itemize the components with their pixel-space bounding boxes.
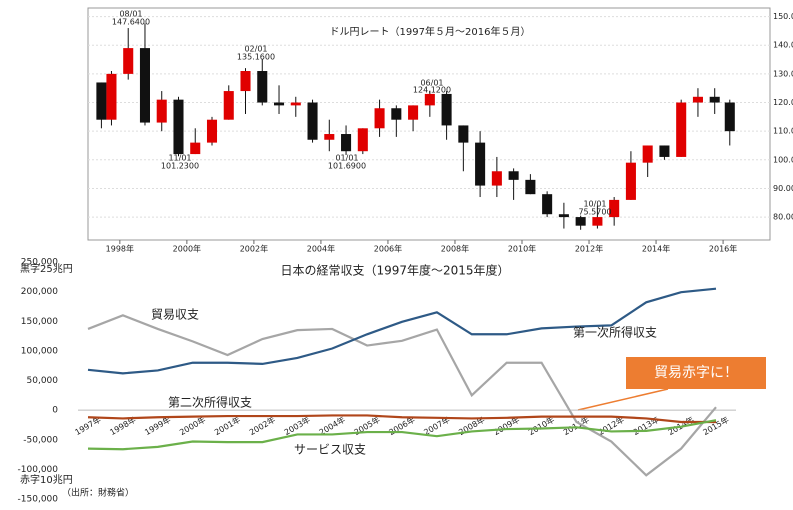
y-tick-label: -100,000 bbox=[18, 465, 59, 475]
y-tick-label: 140.00 bbox=[773, 41, 793, 50]
annotation-value: 101.2300 bbox=[161, 162, 199, 171]
candle-body bbox=[374, 108, 385, 129]
candle-body bbox=[290, 102, 301, 106]
candle-body bbox=[424, 93, 435, 106]
y-tick-label: 50,000 bbox=[27, 376, 59, 386]
x-tick-label: 2014年 bbox=[642, 244, 670, 254]
chart-title: 日本の経常収支（1997年度～2015年度） bbox=[280, 263, 509, 278]
annotation-date: 11/01 bbox=[168, 154, 191, 163]
candle-body bbox=[357, 128, 368, 152]
candle-body bbox=[257, 71, 268, 103]
x-tick-label: 2002年 bbox=[247, 414, 277, 437]
annotation-date: 08/01 bbox=[119, 10, 142, 19]
candle-body bbox=[190, 142, 201, 155]
y-tick-label: 100.00 bbox=[773, 155, 793, 164]
candle-body bbox=[123, 48, 134, 74]
deficit-label: 赤字10兆円 bbox=[20, 473, 73, 486]
candle-body bbox=[106, 73, 117, 120]
callout-arrow bbox=[577, 388, 669, 411]
series-line bbox=[87, 419, 717, 451]
y-tick-label: 150.00 bbox=[773, 12, 793, 21]
y-tick-label: 110.00 bbox=[773, 127, 793, 136]
candle-body bbox=[391, 108, 402, 120]
y-tick-label: 0 bbox=[52, 406, 58, 416]
series-label: 貿易収支 bbox=[151, 308, 199, 322]
x-tick-label: 2016年 bbox=[709, 244, 737, 254]
candle-body bbox=[173, 99, 184, 155]
x-tick-label: 2008年 bbox=[441, 244, 469, 254]
candle-body bbox=[575, 217, 586, 226]
candle-body bbox=[441, 93, 452, 126]
candle-body bbox=[659, 145, 670, 157]
annotation-date: 10/01 bbox=[583, 200, 606, 209]
y-tick-label: 100,000 bbox=[21, 346, 58, 356]
y-tick-label: 250,000 bbox=[21, 258, 58, 268]
candle-body bbox=[458, 125, 469, 143]
series-label: 第二次所得収支 bbox=[168, 395, 252, 410]
series-label: 第一次所得収支 bbox=[573, 325, 657, 340]
candle-body bbox=[475, 142, 486, 186]
x-tick-label: 2002年 bbox=[240, 244, 268, 254]
callout-text: 貿易赤字に！ bbox=[654, 365, 738, 381]
y-tick-label: -150,000 bbox=[18, 495, 59, 505]
x-tick-label: 2006年 bbox=[374, 244, 402, 254]
candle-body bbox=[96, 82, 107, 120]
series-label: サービス収支 bbox=[294, 443, 366, 457]
annotation-value: 135.1600 bbox=[237, 53, 275, 62]
y-tick-label: 200,000 bbox=[21, 287, 58, 297]
candle-body bbox=[709, 96, 720, 103]
annotation-value: 124.1200 bbox=[413, 86, 451, 95]
candle-body bbox=[223, 91, 234, 120]
candle-body bbox=[542, 194, 553, 215]
candle-body bbox=[525, 179, 536, 195]
candle-body bbox=[558, 214, 569, 218]
candle-body bbox=[625, 162, 636, 200]
x-tick-label: 2001年 bbox=[213, 414, 243, 437]
candle-body bbox=[692, 96, 703, 103]
candle-body bbox=[676, 102, 687, 157]
y-tick-label: 90.00 bbox=[773, 184, 793, 193]
candle-body bbox=[206, 119, 218, 143]
candle-body bbox=[274, 102, 285, 106]
surplus-label: 黒字25兆円 bbox=[20, 262, 73, 275]
candle-body bbox=[642, 145, 653, 163]
candle-body bbox=[324, 134, 335, 140]
annotation-value: 101.6900 bbox=[328, 162, 366, 171]
candle-body bbox=[240, 71, 251, 92]
candle-body bbox=[408, 105, 419, 120]
candle-body bbox=[508, 171, 519, 180]
x-tick-label: 1998年 bbox=[106, 244, 134, 254]
candle-body bbox=[609, 199, 620, 218]
series-line bbox=[87, 314, 717, 477]
candle-body bbox=[592, 217, 603, 226]
series-line bbox=[87, 287, 717, 375]
y-tick-label: 120.00 bbox=[773, 98, 793, 107]
candle-body bbox=[307, 102, 318, 140]
annotation-date: 02/01 bbox=[244, 45, 267, 54]
y-tick-label: 150,000 bbox=[21, 317, 58, 327]
chart-title: ドル円レート（1997年５月～2016年５月） bbox=[330, 25, 531, 38]
callout-box bbox=[626, 357, 766, 389]
x-tick-label: 2004年 bbox=[307, 244, 335, 254]
y-tick-label: 130.00 bbox=[773, 69, 793, 78]
annotation-date: 01/01 bbox=[335, 154, 358, 163]
series-line bbox=[87, 414, 716, 424]
annotation-date: 06/01 bbox=[420, 79, 443, 88]
y-tick-label: -50,000 bbox=[23, 435, 58, 445]
x-tick-label: 2015年 bbox=[701, 414, 731, 437]
x-tick-label: 2012年 bbox=[575, 244, 603, 254]
source: （出所：財務省） bbox=[62, 487, 134, 499]
candle-body bbox=[156, 99, 167, 123]
x-tick-label: 2000年 bbox=[173, 244, 201, 254]
annotation-value: 147.6400 bbox=[112, 18, 150, 27]
candle-body bbox=[341, 134, 352, 152]
annotation-value: 75.5700 bbox=[578, 208, 611, 217]
x-tick-label: 2010年 bbox=[508, 244, 536, 254]
candle-body bbox=[724, 102, 735, 132]
plot-area bbox=[87, 7, 771, 241]
candle-body bbox=[491, 171, 502, 186]
y-tick-label: 80.00 bbox=[773, 213, 793, 222]
candle-body bbox=[139, 48, 150, 123]
